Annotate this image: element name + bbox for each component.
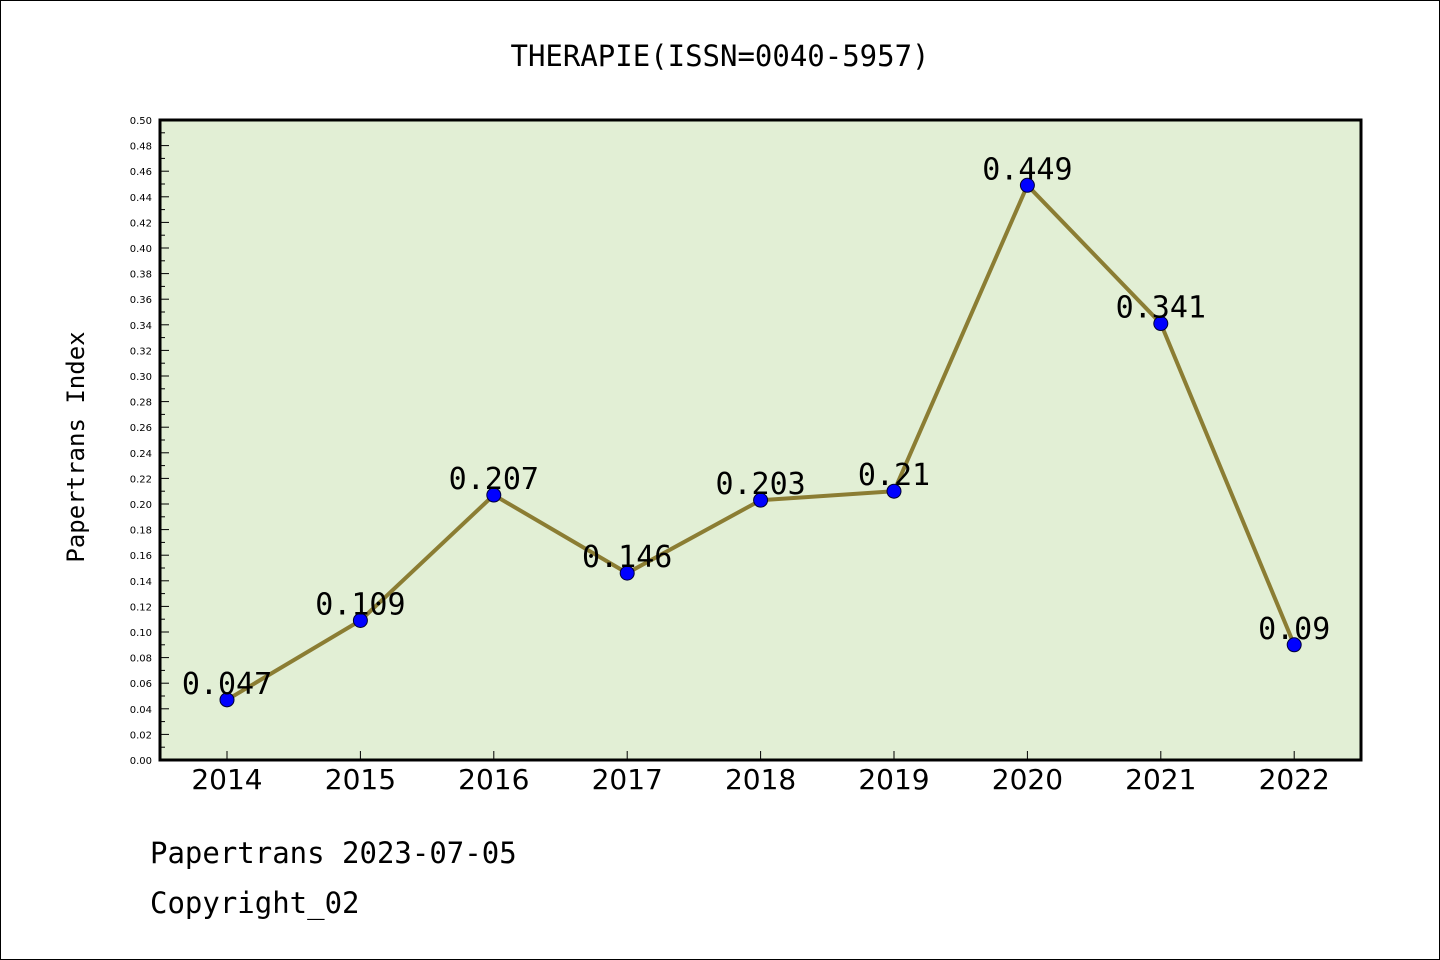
y-tick-label: 0.22 xyxy=(130,474,152,485)
data-label: 0.109 xyxy=(315,587,405,622)
data-label: 0.047 xyxy=(182,667,272,702)
plot-border xyxy=(158,118,1363,762)
data-label: 0.449 xyxy=(982,152,1072,187)
data-label: 0.146 xyxy=(582,540,672,575)
data-point xyxy=(1153,316,1169,332)
x-tick-label: 2019 xyxy=(858,763,929,796)
y-tick-label: 0.28 xyxy=(130,398,152,409)
data-label: 0.09 xyxy=(1258,612,1330,647)
x-tick-label: 2018 xyxy=(725,763,796,796)
series-layer: 0.047 0.109 0.207 0.146 0.203 0.21 0.449 0.341 0… xyxy=(182,152,1330,708)
y-tick-label: 0.10 xyxy=(130,628,152,639)
x-tick-label: 2014 xyxy=(191,763,262,796)
data-label: 0.203 xyxy=(715,467,805,502)
y-tick-label: 0.14 xyxy=(130,577,152,588)
data-point xyxy=(352,612,368,628)
y-tick-label: 0.46 xyxy=(130,167,152,178)
x-tick-label: 2021 xyxy=(1125,763,1196,796)
y-tick-label: 0.42 xyxy=(130,218,152,229)
y-tick-label: 0.04 xyxy=(130,705,152,716)
x-tick-label: 2020 xyxy=(992,763,1063,796)
y-tick-label: 0.32 xyxy=(130,346,152,357)
data-label: 0.341 xyxy=(1116,291,1206,326)
data-point xyxy=(886,483,902,499)
y-tick-label: 0.26 xyxy=(130,423,152,434)
data-label: 0.21 xyxy=(858,458,930,493)
y-tick-label: 0.48 xyxy=(130,142,152,153)
data-label: 0.207 xyxy=(449,462,539,497)
y-tick-label: 0.18 xyxy=(130,526,152,537)
y-tick-label: 0.24 xyxy=(130,449,152,460)
x-axis-ticks: 2014 2015 2016 2017 2018 2019 2020 2021 2022 xyxy=(191,751,1330,796)
y-axis-label: Papertrans Index xyxy=(62,331,90,562)
y-tick-label: 0.40 xyxy=(130,244,152,255)
y-tick-label: 0.00 xyxy=(130,756,152,767)
x-tick-label: 2016 xyxy=(458,763,529,796)
footer-date: Papertrans 2023-07-05 xyxy=(150,836,517,870)
chart-title: THERAPIE(ISSN=0040-5957) xyxy=(510,39,929,73)
x-tick-label: 2022 xyxy=(1259,763,1330,796)
data-point xyxy=(619,565,635,581)
y-tick-label: 0.44 xyxy=(130,193,152,204)
y-axis-ticks: 0.00 0.02 0.04 0.06 0.08 0.10 0.12 0.14 0.16 0.18… xyxy=(130,116,169,767)
x-tick-label: 2017 xyxy=(592,763,663,796)
y-tick-label: 0.08 xyxy=(130,654,152,665)
footer-copyright: Copyright_02 xyxy=(150,886,360,920)
y-tick-label: 0.20 xyxy=(130,500,152,511)
data-point xyxy=(1019,177,1035,193)
data-point xyxy=(486,487,502,503)
data-point xyxy=(1286,637,1302,653)
data-point xyxy=(753,492,769,508)
y-tick-label: 0.02 xyxy=(130,730,152,741)
y-tick-label: 0.34 xyxy=(130,321,152,332)
y-tick-label: 0.06 xyxy=(130,679,152,690)
y-tick-label: 0.16 xyxy=(130,551,152,562)
data-point xyxy=(219,692,235,708)
y-tick-label: 0.30 xyxy=(130,372,152,383)
y-tick-label: 0.50 xyxy=(130,116,152,127)
x-tick-label: 2015 xyxy=(325,763,396,796)
y-tick-label: 0.12 xyxy=(130,602,152,613)
y-tick-label: 0.36 xyxy=(130,295,152,306)
plot-area xyxy=(160,120,1361,760)
y-tick-label: 0.38 xyxy=(130,270,152,281)
